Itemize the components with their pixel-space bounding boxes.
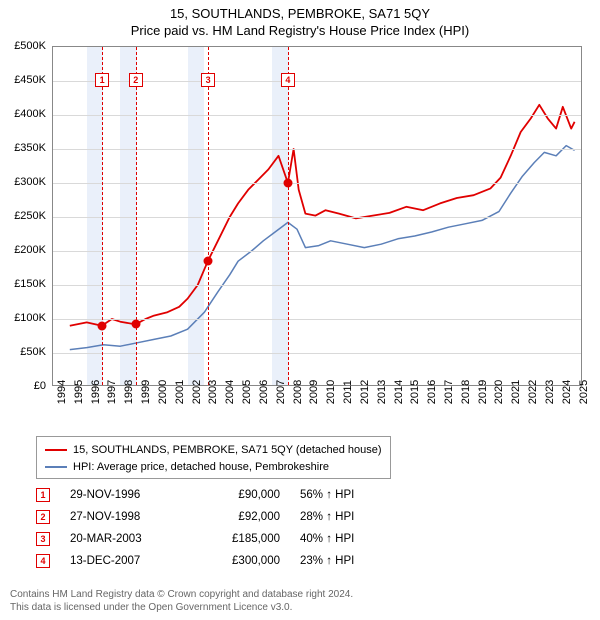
event-number-box: 4 <box>36 554 50 568</box>
event-delta: 23% ↑ HPI <box>300 555 400 567</box>
x-axis-label: 2006 <box>258 380 270 404</box>
x-axis-label: 2003 <box>207 380 219 404</box>
y-axis-label: £400K <box>14 108 46 120</box>
legend-item-hpi: HPI: Average price, detached house, Pemb… <box>45 459 382 476</box>
x-axis-label: 1998 <box>123 380 135 404</box>
title-address: 15, SOUTHLANDS, PEMBROKE, SA71 5QY <box>0 6 600 23</box>
event-row: 4 13-DEC-2007 £300,000 23% ↑ HPI <box>36 550 400 572</box>
x-axis-label: 2009 <box>308 380 320 404</box>
chart-container: 15, SOUTHLANDS, PEMBROKE, SA71 5QY Price… <box>0 0 600 620</box>
x-axis-label: 2019 <box>477 380 489 404</box>
event-price: £300,000 <box>200 555 280 567</box>
x-axis-label: 1999 <box>140 380 152 404</box>
x-axis-label: 2014 <box>393 380 405 404</box>
chart-area: 1234 £0£50K£100K£150K£200K£250K£300K£350… <box>52 46 582 426</box>
y-axis-label: £50K <box>20 346 46 358</box>
x-axis-label: 2021 <box>510 380 522 404</box>
sale-dot <box>98 321 107 330</box>
x-axis-label: 1994 <box>56 380 68 404</box>
x-axis-label: 2024 <box>561 380 573 404</box>
event-marker-box: 1 <box>95 73 109 87</box>
event-number-box: 2 <box>36 510 50 524</box>
event-delta: 56% ↑ HPI <box>300 489 400 501</box>
event-marker-box: 4 <box>281 73 295 87</box>
event-row: 3 20-MAR-2003 £185,000 40% ↑ HPI <box>36 528 400 550</box>
event-price: £90,000 <box>200 489 280 501</box>
x-axis-label: 2010 <box>325 380 337 404</box>
event-delta: 40% ↑ HPI <box>300 533 400 545</box>
footer-line-1: Contains HM Land Registry data © Crown c… <box>10 588 590 601</box>
legend-label-2: HPI: Average price, detached house, Pemb… <box>73 459 329 476</box>
event-date: 27-NOV-1998 <box>70 511 180 523</box>
legend-swatch-1 <box>45 449 67 451</box>
y-axis-label: £0 <box>34 380 46 392</box>
y-axis-label: £300K <box>14 176 46 188</box>
x-axis-label: 1997 <box>106 380 118 404</box>
event-marker-box: 2 <box>129 73 143 87</box>
x-axis-label: 2013 <box>376 380 388 404</box>
x-axis-label: 1996 <box>90 380 102 404</box>
legend-swatch-2 <box>45 466 67 468</box>
x-axis-label: 2000 <box>157 380 169 404</box>
x-axis-label: 2008 <box>292 380 304 404</box>
x-axis-label: 1995 <box>73 380 85 404</box>
x-axis-label: 2011 <box>342 380 354 404</box>
x-axis-label: 2002 <box>191 380 203 404</box>
legend-item-price-paid: 15, SOUTHLANDS, PEMBROKE, SA71 5QY (deta… <box>45 442 382 459</box>
event-date: 29-NOV-1996 <box>70 489 180 501</box>
x-axis-label: 2004 <box>224 380 236 404</box>
event-row: 1 29-NOV-1996 £90,000 56% ↑ HPI <box>36 484 400 506</box>
title-block: 15, SOUTHLANDS, PEMBROKE, SA71 5QY Price… <box>0 0 600 40</box>
footer-attribution: Contains HM Land Registry data © Crown c… <box>10 588 590 614</box>
sale-dot <box>131 320 140 329</box>
x-axis-label: 2022 <box>527 380 539 404</box>
y-axis-label: £450K <box>14 74 46 86</box>
event-date: 20-MAR-2003 <box>70 533 180 545</box>
x-axis-label: 2023 <box>544 380 556 404</box>
x-axis-label: 2007 <box>275 380 287 404</box>
event-price: £92,000 <box>200 511 280 523</box>
event-number-box: 1 <box>36 488 50 502</box>
x-axis-label: 2001 <box>174 380 186 404</box>
legend: 15, SOUTHLANDS, PEMBROKE, SA71 5QY (deta… <box>36 436 391 479</box>
x-axis-label: 2005 <box>241 380 253 404</box>
y-axis-label: £200K <box>14 244 46 256</box>
x-axis-label: 2016 <box>426 380 438 404</box>
title-subtitle: Price paid vs. HM Land Registry's House … <box>0 23 600 40</box>
sale-dot <box>283 179 292 188</box>
x-axis-label: 2015 <box>409 380 421 404</box>
event-number-box: 3 <box>36 532 50 546</box>
event-marker-box: 3 <box>201 73 215 87</box>
x-axis-label: 2020 <box>493 380 505 404</box>
x-axis-label: 2017 <box>443 380 455 404</box>
y-axis-label: £500K <box>14 40 46 52</box>
y-axis-label: £100K <box>14 312 46 324</box>
x-axis-label: 2012 <box>359 380 371 404</box>
sale-dot <box>204 257 213 266</box>
event-row: 2 27-NOV-1998 £92,000 28% ↑ HPI <box>36 506 400 528</box>
event-price: £185,000 <box>200 533 280 545</box>
events-table: 1 29-NOV-1996 £90,000 56% ↑ HPI 2 27-NOV-1998… <box>36 484 400 572</box>
x-axis-label: 2018 <box>460 380 472 404</box>
legend-label-1: 15, SOUTHLANDS, PEMBROKE, SA71 5QY (deta… <box>73 442 382 459</box>
plot-region: 1 2 3 4 <box>52 46 582 386</box>
x-axis-label: 2025 <box>578 380 590 404</box>
event-delta: 28% ↑ HPI <box>300 511 400 523</box>
y-axis-label: £250K <box>14 210 46 222</box>
event-date: 13-DEC-2007 <box>70 555 180 567</box>
footer-line-2: This data is licensed under the Open Gov… <box>10 601 590 614</box>
y-axis-label: £350K <box>14 142 46 154</box>
y-axis-label: £150K <box>14 278 46 290</box>
